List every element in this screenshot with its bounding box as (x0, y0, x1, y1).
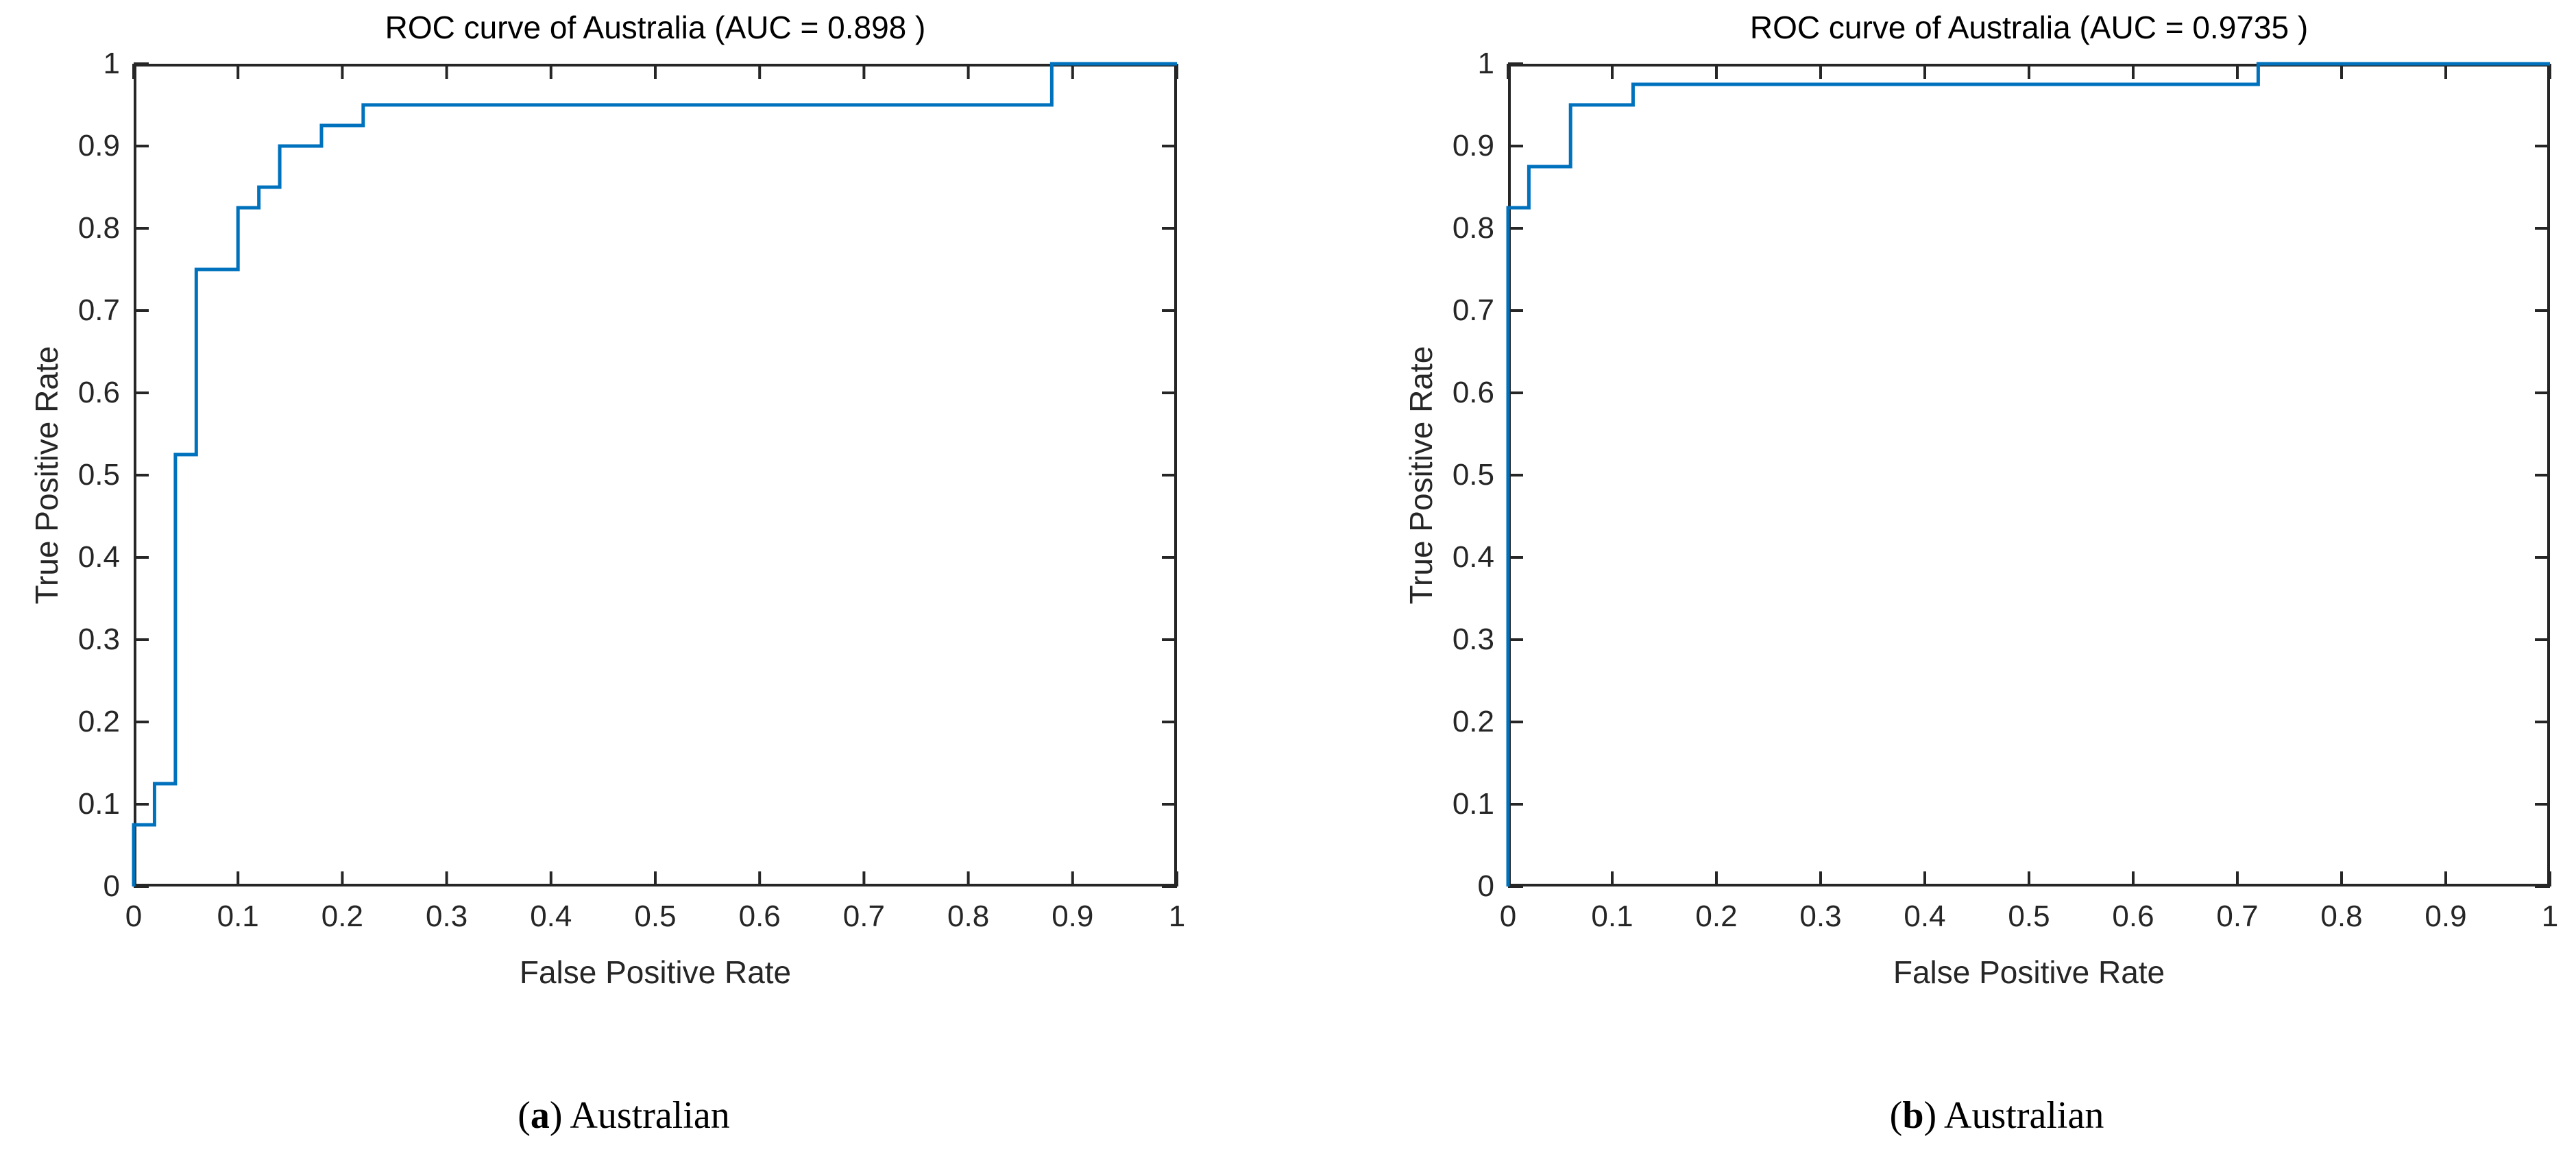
y-tick-label: 0.2 (1452, 705, 1494, 738)
y-tick-label: 0.9 (1452, 129, 1494, 162)
y-tick-label: 0.1 (1452, 787, 1494, 821)
chart-title-b: ROC curve of Australia (AUC = 0.9735 ) (1749, 10, 2309, 45)
axes-box (134, 64, 1177, 886)
y-tick-label: 0.5 (1452, 458, 1494, 492)
x-tick-label: 0.5 (2008, 900, 2050, 933)
x-tick-label: 0 (1499, 900, 1517, 933)
x-tick-label: 0.4 (1904, 900, 1946, 933)
y-tick-label: 0.8 (1452, 211, 1494, 245)
x-tick-label: 0.1 (217, 900, 259, 933)
caption-text: Australian (1936, 1094, 2104, 1137)
x-tick-label: 0.2 (1695, 900, 1738, 933)
y-tick-label: 0.7 (77, 293, 120, 327)
caption-paren-close: ) (1923, 1094, 1937, 1137)
x-tick-label: 0.6 (738, 900, 781, 933)
x-tick-label: 0.9 (2425, 900, 2467, 933)
y-tick-label: 0.4 (1452, 540, 1494, 574)
x-tick-label: 0.8 (947, 900, 990, 933)
x-tick-label: 0.7 (2216, 900, 2259, 933)
axes-box (1508, 64, 2550, 886)
x-tick-label: 1 (1168, 900, 1186, 933)
y-tick-label: 0.8 (77, 211, 120, 245)
caption-paren-open: ( (1889, 1094, 1903, 1137)
roc-curve-canvas (132, 62, 1178, 888)
y-tick-label: 0.6 (77, 376, 120, 409)
caption-letter: a (530, 1094, 550, 1137)
y-tick-label: 0.3 (77, 623, 120, 656)
caption-text: Australian (562, 1094, 730, 1137)
y-tick-label: 0 (1477, 869, 1494, 903)
x-tick-label: 0.3 (1799, 900, 1842, 933)
subfigure-caption-b: (b) Australian (1476, 1094, 2518, 1137)
plot-area-b: 0 0.1 0.2 0.3 0.4 0.5 0.6 0.7 0.8 0.9 1 0 0.1 0.2 0.3 0… (1453, 47, 2558, 933)
y-tick-label: 1 (103, 47, 120, 80)
y-tick-label: 0.1 (77, 787, 120, 821)
x-tick-label: 0 (125, 900, 143, 933)
y-tick-label: 0.7 (1452, 293, 1494, 327)
x-tick-label: 0.2 (321, 900, 363, 933)
subfigure-caption-a: (a) Australian (102, 1094, 1145, 1137)
plot-area-a: 0 0.1 0.2 0.3 0.4 0.5 0.6 0.7 0.8 0.9 1 0 0.1 0.2 0.3 0… (78, 47, 1185, 933)
caption-paren-open: ( (518, 1094, 531, 1137)
y-tick-label: 0.4 (77, 540, 120, 574)
x-tick-label: 0.3 (426, 900, 468, 933)
y-tick-label: 0.3 (1452, 623, 1494, 656)
caption-letter: b (1902, 1094, 1924, 1137)
caption-paren-close: ) (549, 1094, 563, 1137)
y-tick-label: 0.9 (77, 129, 120, 162)
roc-curve-line (132, 62, 1177, 886)
x-tick-label: 0.8 (2320, 900, 2363, 933)
x-tick-label: 0.5 (634, 900, 677, 933)
x-tick-label: 0.4 (530, 900, 572, 933)
x-axis-label-a: False Positive Rate (519, 954, 792, 990)
y-tick-label: 0.5 (77, 458, 120, 492)
x-axis-label-b: False Positive Rate (1893, 954, 2165, 990)
y-tick-label: 0.2 (77, 705, 120, 738)
x-tick-label: 0.1 (1591, 900, 1633, 933)
x-tick-label: 0.6 (2112, 900, 2154, 933)
y-tick-label: 0.6 (1452, 376, 1494, 409)
chart-title-a: ROC curve of Australia (AUC = 0.898 ) (385, 10, 926, 45)
roc-curve-line (1506, 62, 2550, 886)
roc-curve-canvas (1506, 62, 2551, 888)
x-tick-label: 1 (2541, 900, 2559, 933)
x-tick-label: 0.9 (1052, 900, 1094, 933)
x-tick-label: 0.7 (842, 900, 885, 933)
y-tick-label: 1 (1477, 47, 1494, 80)
y-tick-label: 0 (103, 869, 120, 903)
